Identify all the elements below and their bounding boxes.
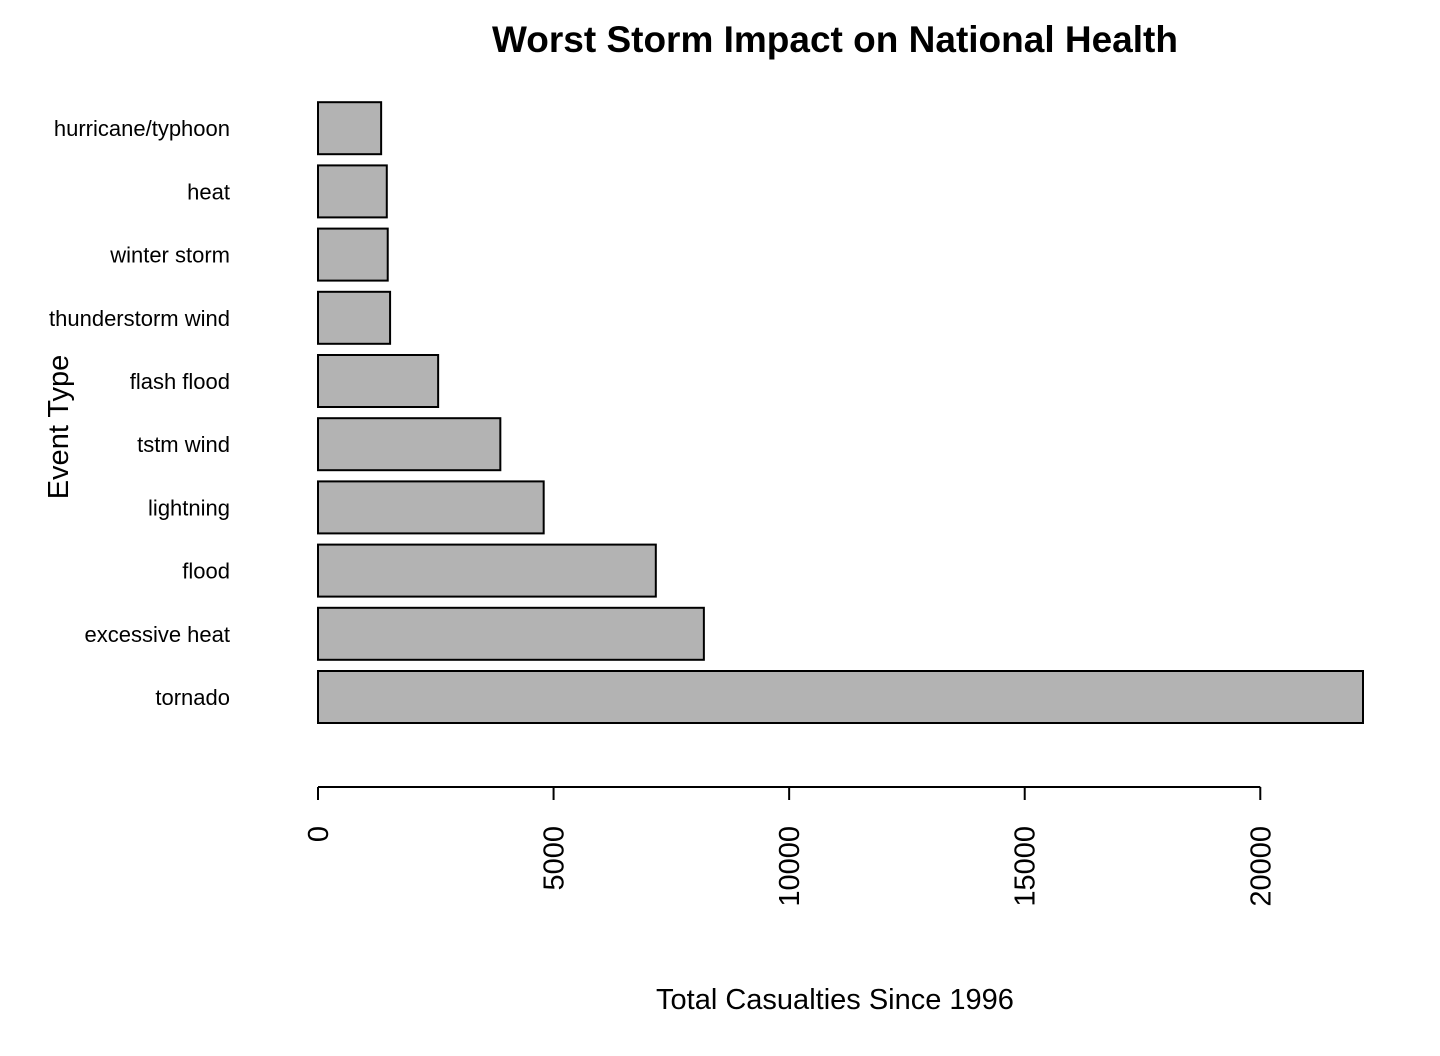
chart-title: Worst Storm Impact on National Health (492, 19, 1178, 60)
bar (317, 417, 502, 472)
y-tick-label: hurricane/typhoon (54, 116, 230, 141)
y-tick-label: winter storm (109, 243, 230, 268)
y-tick-label: flash flood (130, 369, 230, 394)
y-tick-label: thunderstorm wind (49, 306, 230, 331)
y-tick-label: heat (187, 179, 230, 204)
x-tick-label: 20000 (1245, 826, 1277, 907)
bar (317, 670, 1364, 724)
x-axis-label: Total Casualties Since 1996 (656, 984, 1014, 1016)
bar (317, 354, 440, 408)
y-tick-label: tstm wind (137, 432, 230, 457)
bar (317, 101, 383, 156)
y-tick-label: tornado (155, 685, 230, 710)
y-tick-label: flood (182, 559, 230, 584)
bar (317, 290, 392, 345)
x-tick-label: 5000 (539, 826, 571, 891)
x-tick-label: 10000 (774, 826, 806, 907)
y-tick-label: excessive heat (84, 622, 230, 647)
bar (317, 164, 388, 219)
bar (317, 480, 545, 535)
x-tick-label: 0 (303, 826, 335, 842)
y-tick-label: lightning (148, 495, 230, 520)
bar (317, 606, 705, 661)
bar (317, 227, 389, 282)
x-tick-label: 15000 (1010, 826, 1042, 907)
y-axis-label: Event Type (43, 355, 75, 500)
bar (317, 543, 657, 598)
